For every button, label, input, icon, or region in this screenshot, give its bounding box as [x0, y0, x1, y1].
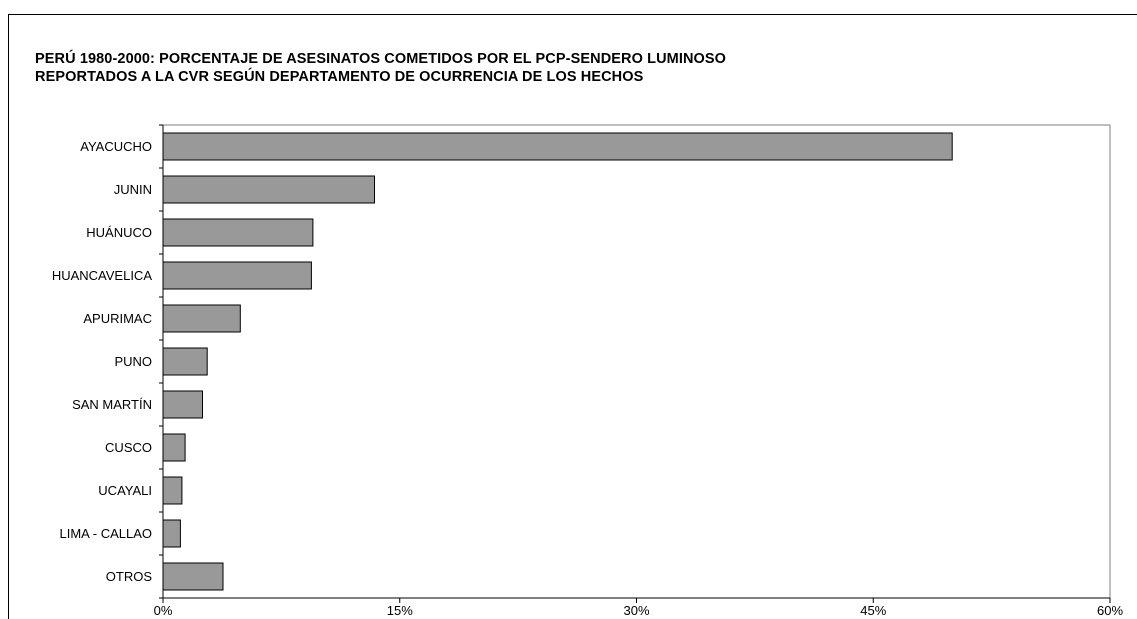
- bar-cusco: [162, 433, 186, 462]
- category-label: APURIMAC: [83, 311, 152, 326]
- bar-huancavelica: [162, 261, 312, 290]
- bar-ayacucho: [162, 132, 953, 161]
- bar-ucayali: [162, 476, 183, 505]
- chart-frame: [8, 14, 1137, 619]
- category-label: JUNIN: [114, 182, 152, 197]
- bar-otros: [162, 562, 224, 591]
- plot-area: [162, 124, 1111, 599]
- bar-junin: [162, 175, 375, 204]
- category-label: HUANCAVELICA: [52, 268, 153, 283]
- category-label: CUSCO: [105, 440, 152, 455]
- category-label: OTROS: [106, 569, 153, 584]
- chart-title: PERÚ 1980-2000: PORCENTAJE DE ASESINATOS…: [35, 50, 726, 86]
- x-tick-label: 45%: [860, 603, 886, 618]
- category-label: SAN MARTÍN: [72, 397, 152, 412]
- x-tick-label: 15%: [387, 603, 413, 618]
- category-label: AYACUCHO: [80, 139, 152, 154]
- chart-title-line-1: PERÚ 1980-2000: PORCENTAJE DE ASESINATOS…: [35, 51, 727, 67]
- bars-group: [162, 132, 953, 591]
- bar-san-martín: [162, 390, 203, 419]
- x-axis: 0% 15% 30% 45% 60%: [154, 597, 1123, 618]
- bar-lima-callao: [162, 519, 181, 548]
- y-axis: AYACUCHO JUNIN HUÁNUCO HUANCAVELICA APURIMAC…: [52, 124, 164, 599]
- category-label: UCAYALI: [98, 483, 152, 498]
- bar-puno: [162, 347, 208, 376]
- x-tick-label: 30%: [623, 603, 649, 618]
- chart-title-line-2: REPORTADOS A LA CVR SEGÚN DEPARTAMENTO D…: [35, 69, 644, 85]
- category-label: HUÁNUCO: [86, 225, 152, 240]
- category-label: LIMA - CALLAO: [60, 526, 152, 541]
- bar-apurimac: [162, 304, 241, 333]
- x-tick-label: 0%: [154, 603, 173, 618]
- bar-huánuco: [162, 218, 314, 247]
- x-tick-label: 60%: [1097, 603, 1123, 618]
- category-label: PUNO: [114, 354, 152, 369]
